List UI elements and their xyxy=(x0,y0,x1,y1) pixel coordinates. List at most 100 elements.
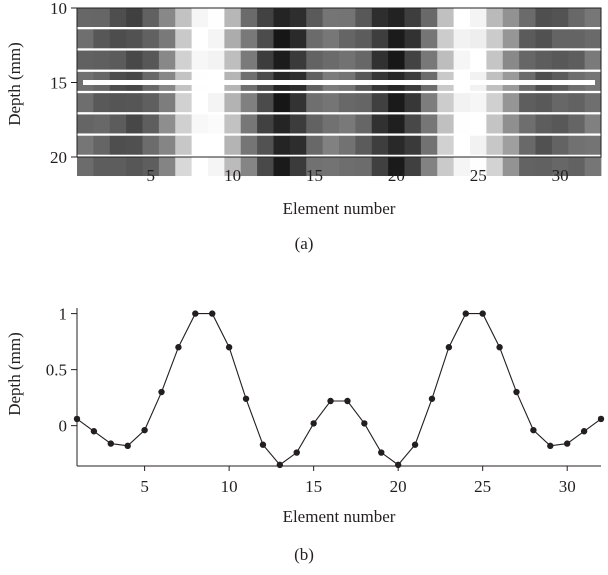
heatmap-cell xyxy=(175,135,193,155)
heatmap-cell xyxy=(175,157,193,177)
heatmap-cell xyxy=(158,8,176,28)
heatmap-cell xyxy=(306,93,324,113)
data-point xyxy=(327,397,334,405)
heatmap-cell xyxy=(142,8,160,28)
heatmap-cell xyxy=(519,157,536,177)
heatmap-cell xyxy=(535,50,553,70)
heatmap-cell xyxy=(535,114,553,134)
heatmap-cell xyxy=(502,8,520,28)
heatmap-cell xyxy=(109,135,127,155)
heatmap-cell xyxy=(453,114,471,134)
heatmap-cell xyxy=(240,114,258,134)
line-chart-x-tick-label: 30 xyxy=(559,477,576,496)
heatmap-cell xyxy=(470,50,487,70)
heatmap-cell xyxy=(584,135,602,155)
line-chart-y-axis-title: Depth (mm) xyxy=(5,332,24,416)
heatmap-cell xyxy=(535,8,553,28)
heatmap-cell xyxy=(420,114,438,134)
line-chart-x-ticks: 5 10 15 20 25 30 xyxy=(140,466,576,496)
heatmap-cell xyxy=(551,135,569,155)
heatmap-cell xyxy=(420,157,438,177)
heatmap-cell xyxy=(158,157,176,177)
heatmap-cell xyxy=(388,50,405,70)
heatmap-cell xyxy=(224,157,242,177)
data-point xyxy=(361,420,368,427)
heatmap-cell xyxy=(371,8,389,28)
heatmap-cell xyxy=(77,114,94,134)
heatmap-cell xyxy=(273,93,291,113)
heatmap-cell xyxy=(208,135,225,155)
heatmap-cell xyxy=(158,29,176,49)
heatmap-cell xyxy=(486,114,504,134)
heatmap-cell xyxy=(355,8,373,28)
heatmap-cell xyxy=(502,50,520,70)
heatmap-cell xyxy=(158,114,176,134)
heatmap-cell xyxy=(322,93,340,113)
heatmap-cell xyxy=(257,29,274,49)
heatmap-cell xyxy=(322,157,340,177)
heatmap-cell xyxy=(404,157,422,177)
heatmap-cell xyxy=(93,135,111,155)
heatmap-cell xyxy=(355,135,373,155)
data-point xyxy=(141,426,148,434)
data-point xyxy=(563,440,571,447)
heatmap-cell xyxy=(388,114,405,134)
heatmap-cell xyxy=(519,29,536,49)
heatmap-y-tick-label: 15 xyxy=(50,74,67,93)
heatmap-cell xyxy=(273,29,291,49)
heatmap-cell xyxy=(77,50,94,70)
heatmap-cell xyxy=(437,93,455,113)
data-point xyxy=(124,442,131,450)
line-chart-y-tick-label: 1 xyxy=(59,305,68,324)
heatmap-cell xyxy=(339,114,356,134)
heatmap-x-tick-label: 5 xyxy=(146,166,155,185)
heatmap-cell xyxy=(191,114,209,134)
heatmap-cell xyxy=(306,8,324,28)
heatmap-cell xyxy=(322,50,340,70)
data-point xyxy=(192,310,199,317)
data-point xyxy=(530,426,537,434)
data-point xyxy=(496,344,503,351)
heatmap-cell xyxy=(371,135,389,155)
heatmap-cell xyxy=(486,135,504,155)
data-point xyxy=(411,441,419,448)
heatmap-cell xyxy=(273,135,291,155)
line-chart-x-tick-label: 5 xyxy=(140,477,149,496)
heatmap-cell xyxy=(289,8,307,28)
heatmap-cell xyxy=(551,8,569,28)
data-point xyxy=(175,344,182,351)
heatmap-cell xyxy=(77,8,94,28)
heatmap-cell xyxy=(142,157,160,177)
heatmap-cell xyxy=(175,50,193,70)
heatmap-cell xyxy=(486,50,504,70)
heatmap-cell xyxy=(93,8,111,28)
heatmap-cell xyxy=(568,157,586,177)
heatmap-cell xyxy=(502,93,520,113)
heatmap-cell xyxy=(568,50,586,70)
heatmap-x-axis-title: Element number xyxy=(283,199,396,218)
heatmap-cell xyxy=(208,93,225,113)
heatmap-cell xyxy=(470,8,487,28)
heatmap-cell xyxy=(93,50,111,70)
heatmap-cell xyxy=(404,93,422,113)
heatmap-cell xyxy=(339,50,356,70)
data-point xyxy=(547,442,554,450)
heatmap-cell xyxy=(420,8,438,28)
heatmap-cell xyxy=(142,114,160,134)
heatmap-cell xyxy=(126,114,143,134)
heatmap-cell xyxy=(77,93,94,113)
heatmap-cell xyxy=(224,114,242,134)
heatmap-cell xyxy=(568,29,586,49)
heatmap-cell xyxy=(470,114,487,134)
data-point xyxy=(513,388,520,396)
heatmap-cell xyxy=(486,29,504,49)
heatmap-cell xyxy=(470,157,487,177)
heatmap-cell xyxy=(371,114,389,134)
heatmap-cell xyxy=(437,135,455,155)
heatmap-cell xyxy=(257,157,274,177)
heatmap-cell xyxy=(404,29,422,49)
data-point xyxy=(293,449,300,456)
heatmap-cell xyxy=(470,29,487,49)
heatmap-cell xyxy=(584,114,602,134)
panel-label-b: (b) xyxy=(294,545,314,564)
